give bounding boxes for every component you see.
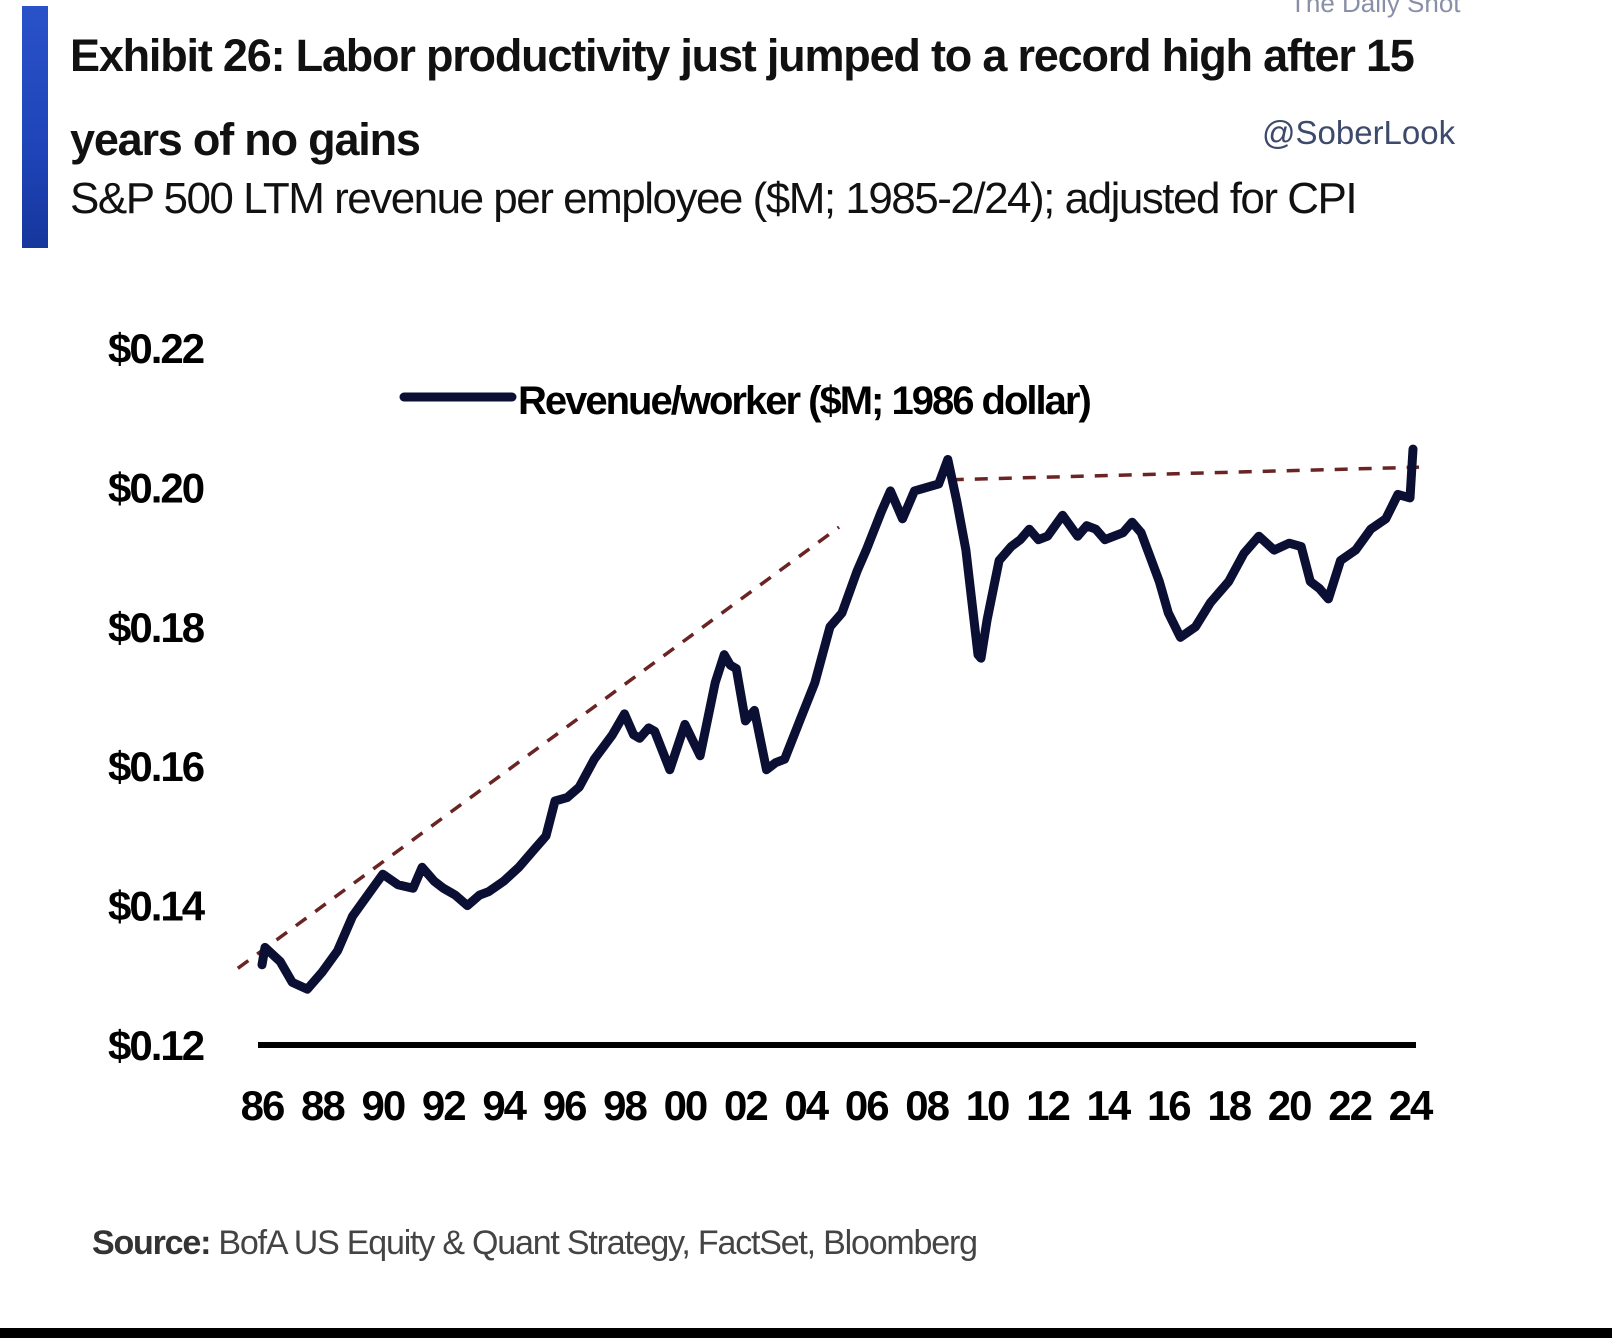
x-tick-label: 94 <box>482 1082 527 1129</box>
chart-title-line2: years of no gains <box>70 114 421 165</box>
accent-bar <box>22 6 48 248</box>
x-tick-label: 98 <box>603 1082 647 1129</box>
source-label: Source: <box>92 1224 211 1262</box>
x-tick-label: 90 <box>361 1082 404 1129</box>
x-tick-label: 20 <box>1268 1082 1311 1129</box>
x-tick-label: 18 <box>1207 1082 1251 1129</box>
x-tick-label: 96 <box>543 1082 586 1129</box>
x-tick-label: 00 <box>664 1082 707 1129</box>
bottom-rule <box>0 1328 1612 1338</box>
x-tick-label: 22 <box>1328 1082 1371 1129</box>
y-tick-label: $0.16 <box>108 743 204 790</box>
legend-label: Revenue/worker ($M; 1986 dollar) <box>518 379 1090 423</box>
x-tick-label: 06 <box>845 1082 888 1129</box>
y-tick-label: $0.20 <box>108 464 204 511</box>
trend-lines <box>236 465 1420 970</box>
y-tick-label: $0.18 <box>108 604 205 651</box>
x-tick-label: 16 <box>1147 1082 1190 1129</box>
y-tick-label: $0.22 <box>108 325 204 372</box>
source-text: BofA US Equity & Quant Strategy, FactSet… <box>210 1224 978 1262</box>
x-tick-label: 10 <box>966 1082 1009 1129</box>
y-axis-ticks: $0.12 $0.14 $0.16 $0.18 $0.20 $0.22 <box>108 325 208 1069</box>
x-axis-ticks: 86 88 90 92 94 96 98 00 02 04 06 08 10 12 14 16 18 20 22 24 <box>241 1082 1436 1129</box>
x-tick-label: 14 <box>1087 1082 1132 1129</box>
watermark-daily-shot: The Daily Shot <box>1290 0 1461 18</box>
x-tick-label: 02 <box>724 1082 767 1129</box>
legend: Revenue/worker ($M; 1986 dollar) <box>399 379 1092 423</box>
trend-line-dashed <box>236 525 841 970</box>
x-tick-label: 88 <box>301 1082 345 1129</box>
x-tick-label: 12 <box>1026 1082 1069 1129</box>
x-tick-label: 04 <box>784 1082 829 1129</box>
x-tick-label: 24 <box>1389 1082 1434 1129</box>
chart-title: Exhibit 26: Labor productivity just jump… <box>70 14 1570 182</box>
x-tick-label: 08 <box>905 1082 949 1129</box>
y-tick-label: $0.12 <box>108 1022 204 1069</box>
chart-subtitle: S&P 500 LTM revenue per employee ($M; 19… <box>70 174 1358 223</box>
chart-title-line1: Exhibit 26: Labor productivity just jump… <box>70 30 1415 81</box>
x-tick-label: 92 <box>422 1082 465 1129</box>
trend-line-dashed <box>950 465 1420 482</box>
x-tick-label: 86 <box>241 1082 284 1129</box>
y-tick-label: $0.14 <box>108 883 206 930</box>
series-line-revenue-per-worker <box>257 444 1418 994</box>
watermark-handle: @SoberLook <box>1262 114 1456 151</box>
source-note: Source: BofA US Equity & Quant Strategy,… <box>92 1224 978 1263</box>
